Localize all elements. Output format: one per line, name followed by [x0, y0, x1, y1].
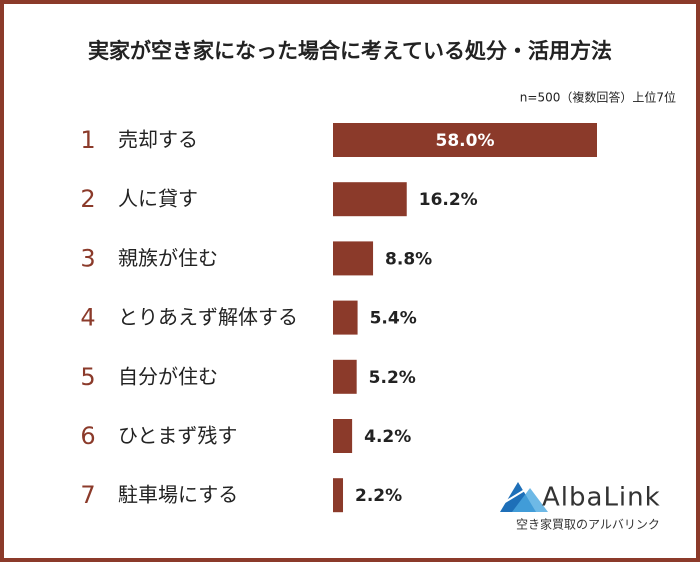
- rank-label: 4: [80, 304, 95, 332]
- chart-title: 実家が空き家になった場合に考えている処分・活用方法: [88, 39, 612, 63]
- rank-label: 6: [80, 422, 95, 450]
- rank-label: 3: [80, 244, 95, 272]
- bar: [333, 241, 374, 276]
- bar: [333, 419, 353, 453]
- value-label: 5.2%: [369, 368, 416, 388]
- subtitle: n=500（複数回答）上位7位: [520, 90, 676, 105]
- category-label: とりあえず解体する: [118, 305, 298, 329]
- value-label: 2.2%: [355, 486, 402, 506]
- rank-label: 1: [80, 126, 95, 154]
- rank-label: 5: [80, 363, 95, 391]
- rank-label: 2: [80, 185, 95, 213]
- bar: [333, 300, 358, 335]
- category-label: 自分が住む: [118, 364, 218, 388]
- category-label: 親族が住む: [118, 246, 218, 270]
- logo-name: AlbaLink: [542, 483, 661, 513]
- logo-tagline: 空き家買取のアルバリンク: [516, 517, 660, 532]
- bar: [333, 123, 597, 157]
- value-label: 58.0%: [436, 131, 495, 151]
- value-label: 4.2%: [364, 427, 411, 447]
- logo-icon: [499, 481, 548, 512]
- value-label: 8.8%: [385, 249, 432, 269]
- value-label: 5.4%: [370, 309, 417, 329]
- category-label: 駐車場にする: [118, 483, 238, 507]
- value-label: 16.2%: [419, 190, 478, 210]
- rank-label: 7: [80, 481, 95, 509]
- category-label: 人に貸す: [118, 187, 198, 211]
- bar: [333, 359, 357, 394]
- bar: [333, 182, 407, 217]
- category-label: 売却する: [118, 128, 198, 152]
- category-label: ひとまず残す: [118, 424, 237, 448]
- bar: [333, 478, 344, 513]
